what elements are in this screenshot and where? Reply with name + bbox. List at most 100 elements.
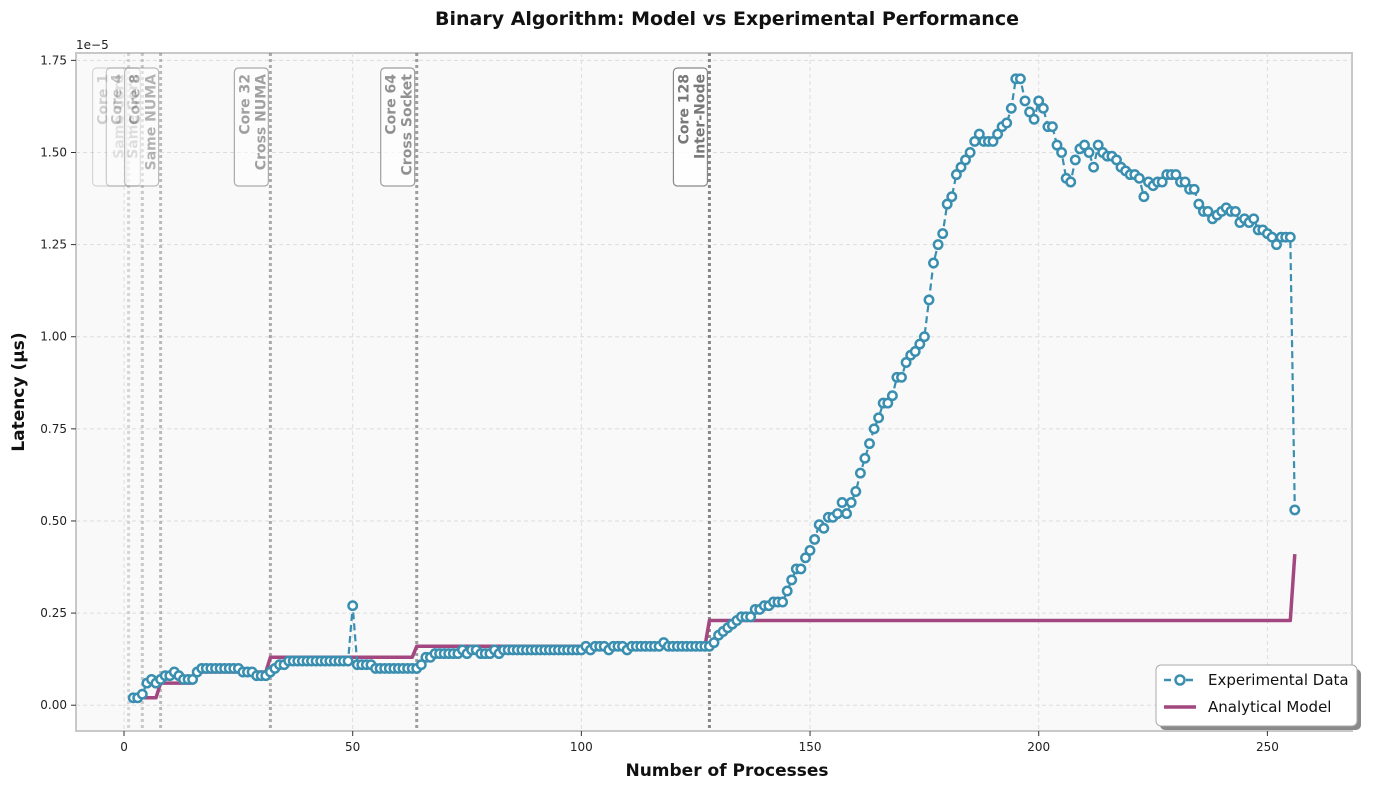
legend-experimental-marker [1174,674,1186,686]
experimental-data-point [809,533,821,545]
experimental-data-point [1046,121,1058,133]
experimental-data-point [1001,117,1013,129]
y-tick-label: 0.25 [40,606,67,620]
experimental-data-point [781,585,793,597]
boundary-label-text: Same Core [112,74,128,159]
annotation-layer: Core 1Same CoreCore 4Same CoreCore 8Same… [91,53,711,731]
boundary-annotation: Core 128 Inter-Node [672,53,711,731]
experimental-data-point [1202,205,1214,217]
experimental-data-point [955,161,967,173]
experimental-data-point [1170,169,1182,181]
experimental-data-point [1005,102,1017,114]
legend-model-label: Analytical Model [1208,698,1331,716]
boundary-label-box [233,67,269,187]
experimental-data-point [1248,213,1260,225]
y-tick-label: 0.50 [40,514,67,528]
experimental-data-point [928,257,939,269]
experimental-data-point [873,412,885,424]
experimental-data-point [864,438,875,450]
experimental-data-point [923,294,935,306]
legend-experimental-label: Experimental Data [1208,671,1349,689]
experimental-data-point [1138,191,1150,203]
x-tick-label: 100 [570,740,593,754]
boundary-annotation: Core 4Same Core [105,53,144,731]
experimental-data-point [1037,102,1049,114]
x-tick-label: 250 [1256,740,1279,754]
experimental-data-point [1024,106,1036,118]
boundary-label-text: Cross Socket [400,74,416,176]
experimental-data-point [1056,147,1068,158]
boundary-label-text: Core 32 [237,74,253,135]
experimental-data-point [1028,113,1040,125]
experimental-data-point [841,508,853,520]
experimental-data-point [882,397,894,409]
experimental-data-point [854,467,866,479]
experimental-data-point [850,486,862,497]
boundary-label-box [380,67,416,187]
boundary-label-text: Inter-Node [692,74,708,159]
chart-title: Binary Algorithm: Model vs Experimental … [435,8,1019,30]
experimental-data-point [1088,161,1100,173]
x-tick-label: 200 [1027,740,1050,754]
y-offset-text: 1e−5 [76,38,109,52]
boundary-annotation: Core 1Same Core [91,53,131,731]
experimental-data-point [941,198,953,210]
experimental-data-point [1133,172,1145,184]
experimental-data-point [1284,231,1296,243]
experimental-data-point [1179,176,1191,188]
x-tick-label: 50 [345,740,360,754]
experimental-data-point [992,128,1004,140]
boundary-label-box [91,67,128,187]
experimental-data-point [946,191,958,203]
boundary-label-text: Cross NUMA [253,74,269,170]
experimental-data-point [1289,504,1301,516]
experimental-data-point [868,423,880,435]
experimental-data-point [1229,205,1241,217]
x-tick-label: 0 [120,740,128,754]
experimental-data-point [836,497,848,508]
boundary-annotation: Core 8 Same NUMA [124,53,163,731]
experimental-data-point [1083,147,1095,158]
experimental-data-point [900,357,912,368]
experimental-data-point [973,128,985,140]
experimental-data-point [708,637,720,649]
experimental-data-point [932,239,944,251]
experimental-data-point [1069,154,1081,166]
y-tick-label: 1.75 [40,53,67,67]
experimental-data-point [415,659,427,671]
experimental-data-point [845,497,857,508]
experimental-data-point [136,688,148,700]
boundary-label-text: Core 128 [676,74,692,144]
boundary-label-box [124,67,160,187]
experimental-data-point [918,331,930,343]
experimental-data-point [964,147,976,158]
y-tick-label: 0.75 [40,422,67,436]
experimental-data-point [1065,176,1077,188]
boundary-label-text: Same Core [125,74,141,159]
series-layer [127,73,1301,704]
grid-lines [76,53,1352,731]
x-axis-label: Number of Processes [625,761,828,781]
experimental-data-point [832,508,843,520]
y-axis-label: Latency (µs) [9,332,29,451]
experimental-data-point [1014,73,1026,85]
legend: Experimental Data Analytical Model [1155,664,1361,730]
experimental-data-point [1019,95,1031,107]
experimental-data-point [800,552,811,564]
experimental-data-point [859,452,871,464]
experimental-data-point [886,390,898,402]
experimental-data-point [745,611,757,623]
boundary-label-text: Core 4 [109,74,125,125]
experimental-data-point [786,574,798,586]
experimental-data-point [187,673,199,685]
experimental-data-point [987,135,999,147]
boundary-label-text: Core 1 [96,74,112,125]
boundary-label-text: Core 64 [384,74,400,135]
experimental-data-point [777,596,789,608]
experimental-data-point [914,338,926,350]
y-tick-label: 1.00 [40,330,67,344]
experimental-data-point [950,169,962,181]
experimental-data-point [1092,139,1104,151]
experimental-data-point [896,371,907,383]
